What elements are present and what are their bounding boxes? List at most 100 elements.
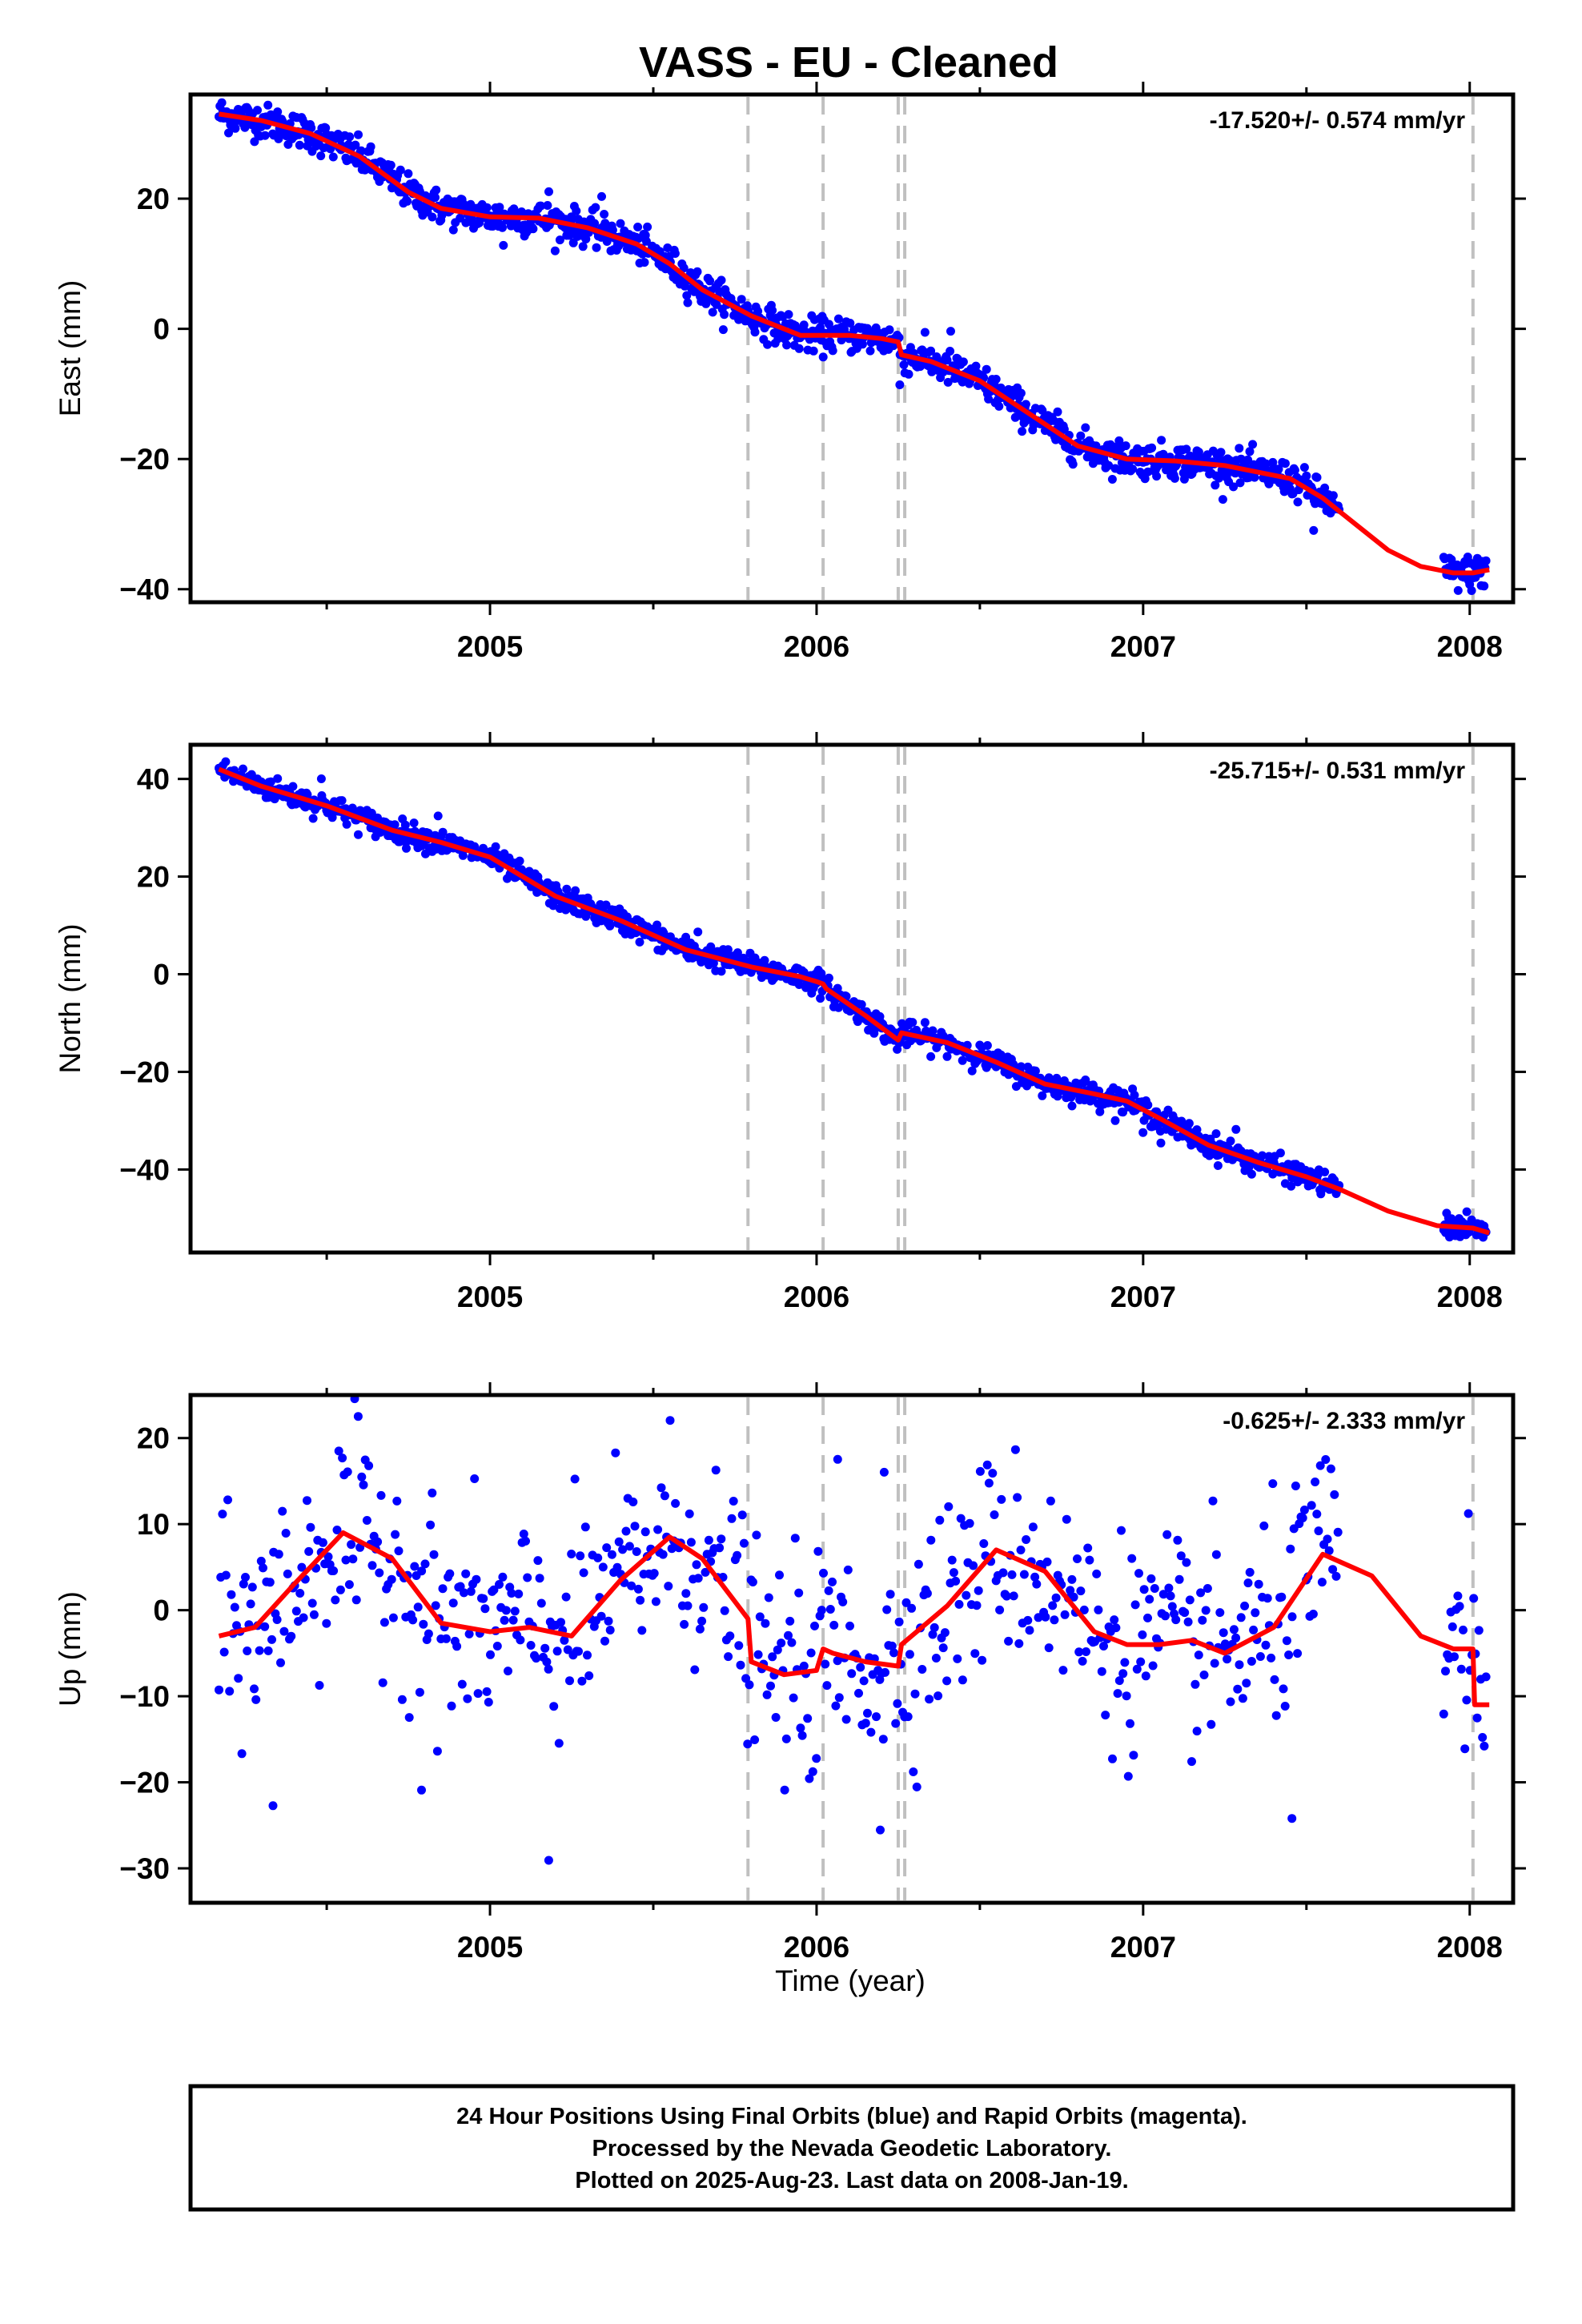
up-panel: 2005 2006 2007 2008 −30 −20 −10 0 10 20 Up (mm) -0.…: [54, 1382, 1526, 1964]
data-point: [943, 377, 953, 387]
data-point: [690, 1665, 700, 1675]
data-point: [1218, 495, 1227, 505]
y-tick-label: −40: [119, 1153, 170, 1186]
data-point: [515, 856, 524, 866]
data-point: [1132, 1664, 1142, 1674]
data-point: [331, 1595, 340, 1605]
data-point: [1261, 459, 1271, 468]
data-point: [428, 212, 437, 222]
data-point: [824, 973, 833, 983]
data-point: [1324, 1546, 1334, 1555]
data-point: [803, 1714, 813, 1723]
data-point: [1279, 1684, 1288, 1694]
data-point: [323, 1552, 333, 1562]
data-point: [725, 1631, 735, 1641]
data-point: [624, 1542, 634, 1551]
data-point: [431, 193, 440, 203]
data-point: [1211, 1550, 1221, 1559]
x-tick-label: 2006: [784, 1281, 849, 1313]
data-point: [1480, 581, 1489, 591]
data-point: [990, 1510, 999, 1519]
data-point: [278, 1506, 287, 1516]
data-point: [1307, 1501, 1316, 1510]
data-point: [717, 1534, 726, 1544]
data-point: [605, 1626, 615, 1634]
data-point: [640, 258, 649, 267]
data-point: [904, 369, 913, 379]
data-point: [797, 1731, 807, 1740]
data-point: [1053, 407, 1062, 416]
data-point: [988, 1469, 998, 1478]
data-point: [1122, 1691, 1131, 1701]
data-point: [1007, 1570, 1017, 1579]
data-point: [367, 1561, 377, 1570]
y-tick-label: 40: [137, 763, 170, 796]
data-point: [498, 223, 507, 232]
data-point: [1126, 1719, 1134, 1728]
data-point: [910, 1689, 920, 1699]
data-point: [1182, 444, 1191, 454]
y-tick-label: 20: [137, 183, 170, 215]
data-point: [415, 1687, 424, 1697]
data-point: [1280, 459, 1290, 468]
data-point: [1282, 1636, 1291, 1646]
data-point: [768, 1652, 777, 1662]
data-point: [998, 1568, 1008, 1578]
data-point: [521, 1536, 530, 1546]
data-point: [975, 1466, 985, 1476]
data-point: [501, 1606, 511, 1615]
data-point: [630, 1522, 640, 1531]
data-point: [679, 263, 689, 273]
data-point: [404, 1713, 414, 1723]
data-point: [829, 1620, 839, 1630]
data-point: [420, 1559, 430, 1569]
data-point: [357, 1472, 367, 1482]
data-point: [637, 1626, 647, 1635]
data-point: [1134, 1569, 1143, 1578]
data-point: [392, 1496, 402, 1506]
data-point: [1128, 464, 1138, 474]
data-point: [535, 1574, 544, 1583]
data-point: [658, 1550, 668, 1559]
data-point: [234, 1674, 243, 1683]
data-point: [1459, 1625, 1468, 1634]
footer-box: [188, 2084, 1516, 2212]
data-point: [1111, 1623, 1121, 1633]
data-point: [1453, 1591, 1463, 1601]
data-point: [1455, 1602, 1464, 1611]
data-point: [1323, 1534, 1332, 1544]
data-point: [359, 1480, 368, 1490]
data-point: [879, 1467, 889, 1477]
data-point: [225, 1687, 235, 1696]
data-point: [951, 1576, 961, 1586]
data-point: [1085, 1555, 1094, 1565]
data-point: [715, 1543, 725, 1553]
data-point: [930, 1622, 939, 1632]
data-point: [492, 1642, 502, 1651]
data-point: [1187, 1757, 1196, 1767]
data-point: [895, 380, 905, 389]
data-point: [905, 1650, 914, 1659]
data-point: [1191, 1679, 1200, 1689]
data-point: [782, 340, 792, 350]
data-point: [978, 1655, 987, 1665]
data-point: [526, 1641, 536, 1650]
data-point: [913, 1559, 923, 1569]
data-point: [460, 1588, 468, 1598]
data-point: [1328, 1565, 1338, 1574]
data-point: [969, 1561, 978, 1570]
data-point: [1277, 1592, 1287, 1602]
data-point: [652, 920, 662, 930]
data-point: [701, 299, 711, 308]
data-point: [396, 165, 405, 175]
data-point: [375, 1568, 384, 1578]
data-point: [1248, 440, 1258, 449]
data-point: [1312, 472, 1322, 482]
data-point: [1076, 431, 1086, 440]
data-point: [1184, 1119, 1194, 1128]
data-point: [1235, 1660, 1244, 1670]
data-point: [1180, 1608, 1190, 1618]
data-point: [1138, 1128, 1148, 1137]
data-point: [1166, 1591, 1175, 1601]
data-point: [834, 1693, 844, 1703]
